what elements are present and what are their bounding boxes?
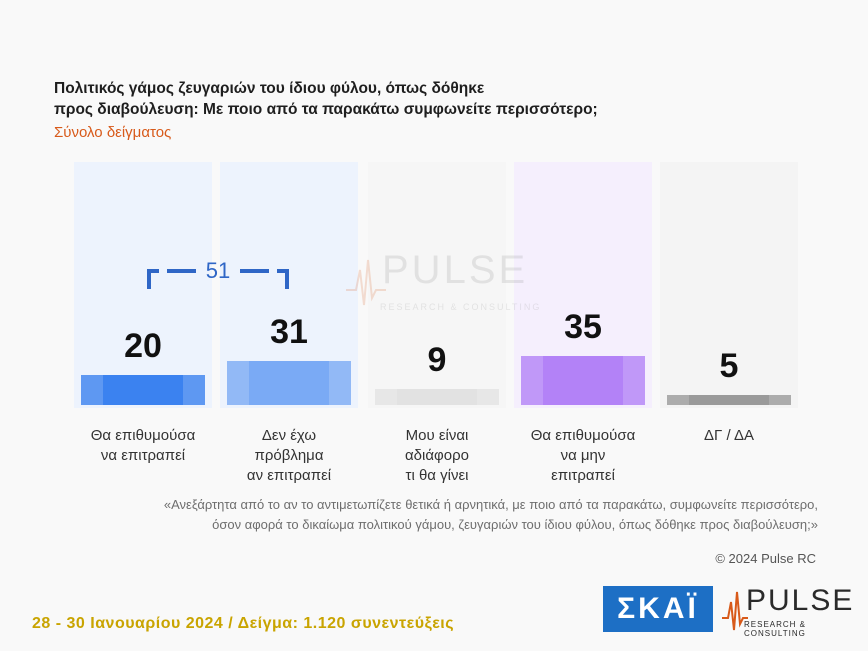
pulse-logo-name: PULSE bbox=[746, 584, 855, 617]
question-line-1: «Ανεξάρτητα από το αν το αντιμετωπίζετε … bbox=[163, 497, 818, 512]
bar-panel-5 bbox=[660, 162, 798, 408]
chart-title-line-2: προς διαβούλευση: Με ποιο από τα παρακάτ… bbox=[54, 101, 598, 118]
pulse-wave-icon bbox=[346, 259, 386, 306]
bar-value-label-5: 5 bbox=[719, 346, 739, 385]
category-label-3: Μου είναι αδιάφορο τι θα γίνει bbox=[362, 426, 512, 486]
bar-2 bbox=[227, 360, 351, 405]
category-label-5: ΔΓ / ΔΑ bbox=[654, 426, 804, 446]
question-line-2: όσον αφορά το δικαίωμα πολιτικού γάμου, … bbox=[212, 517, 818, 532]
category-label-4-line-2: να μην bbox=[560, 447, 606, 464]
watermark-tagline: RESEARCH & CONSULTING bbox=[380, 302, 542, 312]
watermark-name: PULSE bbox=[382, 248, 529, 292]
bar-5 bbox=[667, 394, 791, 405]
category-label-4: Θα επιθυμούσα να μην επιτραπεί bbox=[508, 426, 658, 486]
bar-value-label-2: 31 bbox=[270, 312, 308, 351]
chart-title: Πολιτικός γάμος ζευγαριών του ίδιου φύλο… bbox=[54, 78, 774, 120]
bar-value-label-3: 9 bbox=[427, 341, 447, 380]
chart-title-line-1: Πολιτικός γάμος ζευγαριών του ίδιου φύλο… bbox=[54, 80, 485, 97]
category-label-4-line-3: επιτραπεί bbox=[551, 467, 615, 484]
bracket-sum-label: 51 bbox=[205, 258, 231, 283]
bar-4 bbox=[521, 355, 645, 405]
bar-value-label-4: 35 bbox=[564, 307, 602, 346]
category-label-2-line-3: αν επιτραπεί bbox=[246, 467, 332, 484]
skai-logo: ΣΚΑΪ bbox=[603, 586, 713, 632]
pulse-logo-wave-icon bbox=[722, 591, 748, 631]
pulse-logo: PULSE RESEARCH & CONSULTING bbox=[722, 584, 855, 638]
category-label-1: Θα επιθυμούσα να επιτραπεί bbox=[68, 426, 218, 466]
bar-panel-1 bbox=[74, 162, 212, 408]
bar-3 bbox=[375, 389, 499, 405]
category-label-5-line-1: ΔΓ / ΔΑ bbox=[704, 427, 754, 444]
category-label-2-line-2: πρόβλημα bbox=[254, 447, 324, 464]
question-text: «Ανεξάρτητα από το αν το αντιμετωπίζετε … bbox=[60, 495, 818, 535]
bracket-line bbox=[147, 269, 289, 289]
category-label-4-line-1: Θα επιθυμούσα bbox=[530, 427, 636, 444]
fieldwork-info: 28 - 30 Ιανουαρίου 2024 / Δείγμα: 1.120 … bbox=[32, 615, 455, 632]
category-label-1-line-1: Θα επιθυμούσα bbox=[90, 427, 196, 444]
pulse-logo-tagline: RESEARCH & CONSULTING bbox=[744, 620, 807, 638]
category-label-3-line-1: Μου είναι bbox=[405, 427, 469, 444]
bar-1 bbox=[81, 375, 205, 405]
bar-value-label-1: 20 bbox=[124, 327, 162, 365]
pulse-watermark: PULSE RESEARCH & CONSULTING bbox=[346, 246, 546, 326]
category-label-3-line-2: αδιάφορο bbox=[405, 447, 469, 464]
bar-panel-3 bbox=[368, 162, 506, 408]
category-label-1-line-2: να επιτραπεί bbox=[100, 447, 186, 464]
copyright: © 2024 Pulse RC bbox=[715, 551, 816, 566]
category-label-3-line-3: τι θα γίνει bbox=[405, 467, 469, 484]
category-label-2-line-1: Δεν έχω bbox=[261, 427, 317, 444]
category-label-2: Δεν έχω πρόβλημα αν επιτραπεί bbox=[214, 426, 364, 486]
chart-subtitle: Σύνολο δείγματος bbox=[54, 124, 172, 141]
